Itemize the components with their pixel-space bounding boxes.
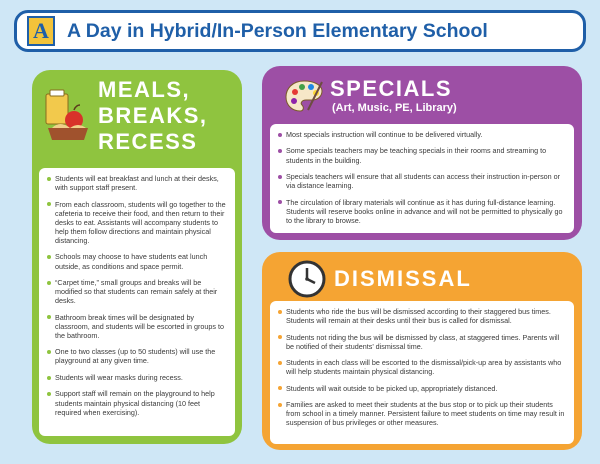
meals-heading: MEALS, BREAKS, RECESS	[98, 77, 208, 155]
list-item: Students will wear masks during recess.	[47, 373, 227, 382]
list-item: Specials teachers will ensure that all s…	[278, 172, 566, 190]
list-item: Most specials instruction will continue …	[278, 130, 566, 139]
dismissal-list: Students who ride the bus will be dismis…	[278, 307, 566, 428]
meals-heading-line-2: BREAKS,	[98, 103, 208, 128]
dismissal-content: Students who ride the bus will be dismis…	[270, 301, 574, 444]
list-item: Some specials teachers may be teaching s…	[278, 146, 566, 165]
meals-heading-line-3: RECESS	[98, 129, 198, 154]
school-logo: A	[27, 16, 55, 46]
clock-icon	[288, 260, 326, 298]
specials-list: Most specials instruction will continue …	[278, 130, 566, 225]
page-title: A Day in Hybrid/In-Person Elementary Sch…	[67, 19, 488, 42]
list-item: Students in each class will be escorted …	[278, 358, 566, 376]
dismissal-card: DISMISSAL Students who ride the bus will…	[262, 252, 582, 450]
list-item: Students will wait outside to be picked …	[278, 384, 566, 393]
list-item: Students who ride the bus will be dismis…	[278, 307, 566, 325]
list-item: One to two classes (up to 50 students) w…	[47, 347, 227, 365]
specials-heading: SPECIALS	[330, 76, 453, 101]
list-item: Students will eat breakfast and lunch at…	[47, 174, 227, 192]
meals-list: Students will eat breakfast and lunch at…	[47, 174, 227, 417]
list-item: “Carpet time,” small groups and breaks w…	[47, 278, 227, 305]
meals-card: MEALS, BREAKS, RECESS Students will eat …	[32, 70, 242, 444]
dismissal-heading: DISMISSAL	[334, 266, 472, 291]
list-item: Families are asked to meet their student…	[278, 400, 566, 427]
palette-icon	[285, 80, 323, 112]
list-item: Schools may choose to have students eat …	[47, 252, 227, 271]
list-item: From each classroom, students will go to…	[47, 200, 227, 245]
specials-content: Most specials instruction will continue …	[270, 124, 574, 233]
meals-content: Students will eat breakfast and lunch at…	[39, 168, 235, 436]
specials-subheading: (Art, Music, PE, Library)	[332, 102, 457, 114]
list-item: The circulation of library materials wil…	[278, 198, 566, 225]
list-item: Bathroom break times will be designated …	[47, 313, 227, 340]
specials-card: SPECIALS (Art, Music, PE, Library) Most …	[262, 66, 582, 240]
meals-heading-line-1: MEALS,	[98, 77, 191, 102]
lunch-icon	[45, 89, 88, 140]
list-item: Support staff will remain on the playgro…	[47, 389, 227, 417]
header-banner: A A Day in Hybrid/In-Person Elementary S…	[14, 10, 586, 52]
list-item: Students not riding the bus will be dism…	[278, 333, 566, 351]
